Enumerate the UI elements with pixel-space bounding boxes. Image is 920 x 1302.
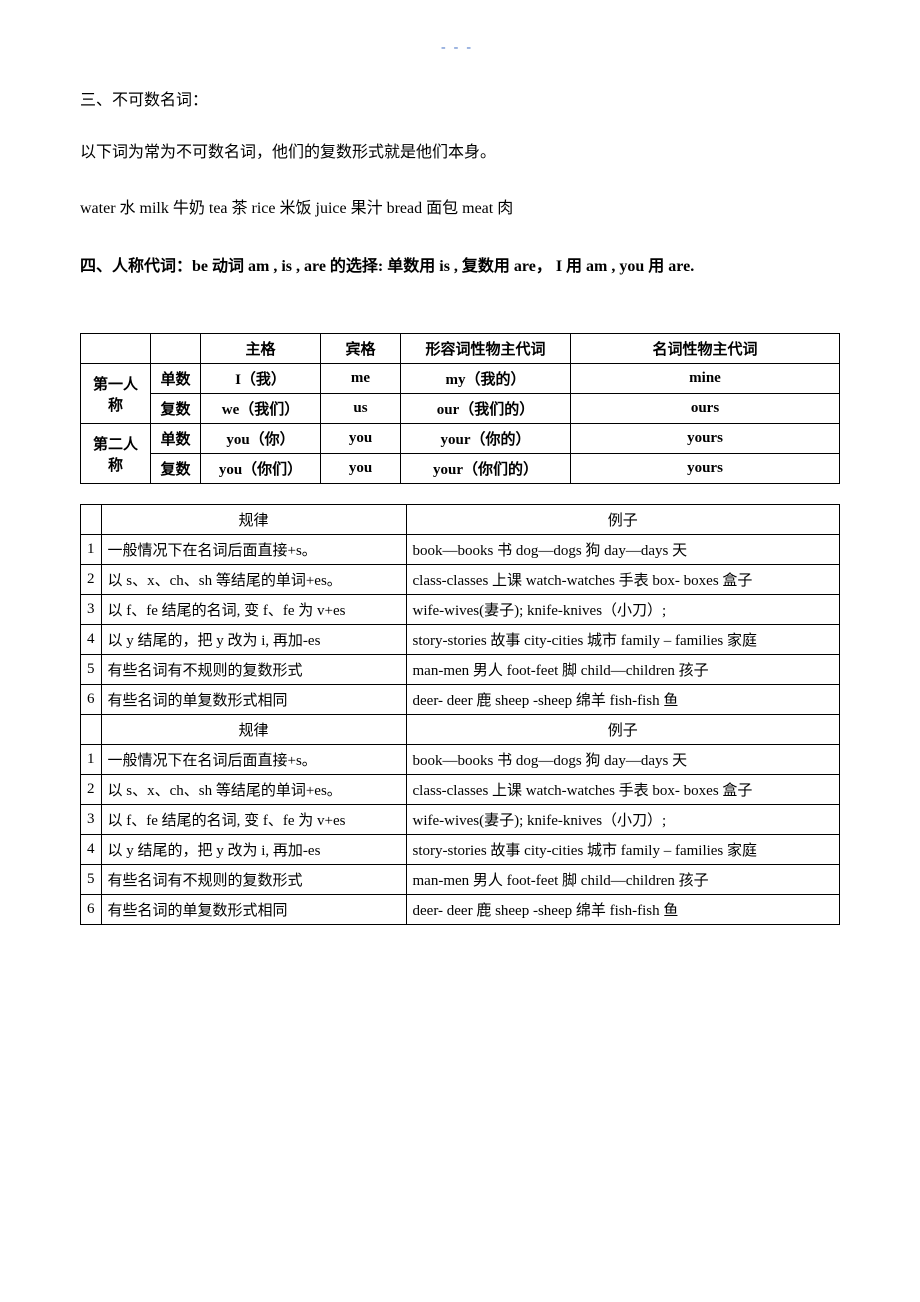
rules-n-b6: 6 — [81, 895, 102, 925]
rules-n-b4: 4 — [81, 835, 102, 865]
pronoun-object-2: you — [321, 424, 401, 454]
rules-rule-a1: 一般情况下在名词后面直接+s。 — [101, 535, 406, 565]
rules-header-example-1: 例子 — [406, 505, 840, 535]
rules-header-blank-1 — [81, 505, 102, 535]
rules-example-b2: class-classes 上课 watch-watches 手表 box- b… — [406, 775, 840, 805]
pronoun-table: 主格 宾格 形容词性物主代词 名词性物主代词 第一人称 单数 I（我） me m… — [80, 333, 840, 484]
pronoun-possadj-1: our（我们的） — [401, 394, 571, 424]
rules-rule-b3: 以 f、fe 结尾的名词, 变 f、fe 为 v+es — [101, 805, 406, 835]
pronoun-header-subject: 主格 — [201, 334, 321, 364]
rules-example-b5: man-men 男人 foot-feet 脚 child—children 孩子 — [406, 865, 840, 895]
rules-example-a6: deer- deer 鹿 sheep -sheep 绵羊 fish-fish 鱼 — [406, 685, 840, 715]
rules-rule-a5: 有些名词有不规则的复数形式 — [101, 655, 406, 685]
pronoun-header-blank1 — [81, 334, 151, 364]
rules-row-a4: 4 以 y 结尾的，把 y 改为 i, 再加-es story-stories … — [81, 625, 840, 655]
rules-example-a5: man-men 男人 foot-feet 脚 child—children 孩子 — [406, 655, 840, 685]
pronoun-subject-3: you（你们） — [201, 454, 321, 484]
pronoun-possnoun-2: yours — [571, 424, 840, 454]
pronoun-object-3: you — [321, 454, 401, 484]
pronoun-subject-2: you（你） — [201, 424, 321, 454]
pronoun-row-1: 第一人称 单数 I（我） me my（我的） mine — [81, 364, 840, 394]
pronoun-object-1: us — [321, 394, 401, 424]
rules-rule-b4: 以 y 结尾的，把 y 改为 i, 再加-es — [101, 835, 406, 865]
section-4-title: 四、人称代词：be 动词 am , is , are 的选择: 单数用 is ,… — [80, 251, 840, 283]
pronoun-row-2: 复数 we（我们） us our（我们的） ours — [81, 394, 840, 424]
rules-n-b3: 3 — [81, 805, 102, 835]
pronoun-number-3: 复数 — [151, 454, 201, 484]
pronoun-possnoun-3: yours — [571, 454, 840, 484]
pronoun-number-2: 单数 — [151, 424, 201, 454]
pronoun-row-4: 复数 you（你们） you your（你们的） yours — [81, 454, 840, 484]
pronoun-header-poss-noun: 名词性物主代词 — [571, 334, 840, 364]
rules-n-a3: 3 — [81, 595, 102, 625]
section-3-para-2: water 水 milk 牛奶 tea 茶 rice 米饭 juice 果汁 b… — [80, 196, 840, 222]
rules-row-b5: 5 有些名词有不规则的复数形式 man-men 男人 foot-feet 脚 c… — [81, 865, 840, 895]
rules-row-a5: 5 有些名词有不规则的复数形式 man-men 男人 foot-feet 脚 c… — [81, 655, 840, 685]
rules-row-b3: 3 以 f、fe 结尾的名词, 变 f、fe 为 v+es wife-wives… — [81, 805, 840, 835]
rules-example-b1: book—books 书 dog—dogs 狗 day—days 天 — [406, 745, 840, 775]
rules-n-b1: 1 — [81, 745, 102, 775]
rules-example-a2: class-classes 上课 watch-watches 手表 box- b… — [406, 565, 840, 595]
pronoun-number-0: 单数 — [151, 364, 201, 394]
rules-header-row-2: 规律 例子 — [81, 715, 840, 745]
rules-row-a3: 3 以 f、fe 结尾的名词, 变 f、fe 为 v+es wife-wives… — [81, 595, 840, 625]
section-3-para-1: 以下词为常为不可数名词，他们的复数形式就是他们本身。 — [80, 140, 840, 166]
rules-rule-b2: 以 s、x、ch、sh 等结尾的单词+es。 — [101, 775, 406, 805]
rules-example-a3: wife-wives(妻子); knife-knives（小刀）; — [406, 595, 840, 625]
rules-header-blank-2 — [81, 715, 102, 745]
rules-header-rule-2: 规律 — [101, 715, 406, 745]
pronoun-person-2: 第二人称 — [81, 424, 151, 484]
rules-rule-b6: 有些名词的单复数形式相同 — [101, 895, 406, 925]
pronoun-subject-1: we（我们） — [201, 394, 321, 424]
rules-example-b6: deer- deer 鹿 sheep -sheep 绵羊 fish-fish 鱼 — [406, 895, 840, 925]
pronoun-header-blank2 — [151, 334, 201, 364]
pronoun-possadj-2: your（你的） — [401, 424, 571, 454]
pronoun-object-0: me — [321, 364, 401, 394]
rules-row-a6: 6 有些名词的单复数形式相同 deer- deer 鹿 sheep -sheep… — [81, 685, 840, 715]
rules-row-b2: 2 以 s、x、ch、sh 等结尾的单词+es。 class-classes 上… — [81, 775, 840, 805]
page-header-marker: --- — [80, 40, 840, 56]
rules-n-a1: 1 — [81, 535, 102, 565]
rules-n-a6: 6 — [81, 685, 102, 715]
rules-row-a1: 1 一般情况下在名词后面直接+s。 book—books 书 dog—dogs … — [81, 535, 840, 565]
pronoun-possadj-3: your（你们的） — [401, 454, 571, 484]
rules-n-a2: 2 — [81, 565, 102, 595]
rules-header-example-2: 例子 — [406, 715, 840, 745]
rules-row-b4: 4 以 y 结尾的，把 y 改为 i, 再加-es story-stories … — [81, 835, 840, 865]
rules-rule-a4: 以 y 结尾的，把 y 改为 i, 再加-es — [101, 625, 406, 655]
rules-header-rule-1: 规律 — [101, 505, 406, 535]
rules-example-b4: story-stories 故事 city-cities 城市 family –… — [406, 835, 840, 865]
pronoun-person-1: 第一人称 — [81, 364, 151, 424]
rules-rule-a6: 有些名词的单复数形式相同 — [101, 685, 406, 715]
rules-rule-a2: 以 s、x、ch、sh 等结尾的单词+es。 — [101, 565, 406, 595]
pronoun-table-header-row: 主格 宾格 形容词性物主代词 名词性物主代词 — [81, 334, 840, 364]
rules-n-a4: 4 — [81, 625, 102, 655]
rules-rule-b1: 一般情况下在名词后面直接+s。 — [101, 745, 406, 775]
rules-n-b2: 2 — [81, 775, 102, 805]
rules-header-row-1: 规律 例子 — [81, 505, 840, 535]
pronoun-row-3: 第二人称 单数 you（你） you your（你的） yours — [81, 424, 840, 454]
pronoun-subject-0: I（我） — [201, 364, 321, 394]
pronoun-possnoun-1: ours — [571, 394, 840, 424]
pronoun-header-object: 宾格 — [321, 334, 401, 364]
pronoun-header-poss-adj: 形容词性物主代词 — [401, 334, 571, 364]
pronoun-possnoun-0: mine — [571, 364, 840, 394]
section-3-title: 三、不可数名词： — [80, 86, 840, 110]
rules-example-a1: book—books 书 dog—dogs 狗 day—days 天 — [406, 535, 840, 565]
pronoun-possadj-0: my（我的） — [401, 364, 571, 394]
rules-n-b5: 5 — [81, 865, 102, 895]
rules-row-b1: 1 一般情况下在名词后面直接+s。 book—books 书 dog—dogs … — [81, 745, 840, 775]
rules-rule-b5: 有些名词有不规则的复数形式 — [101, 865, 406, 895]
rules-row-a2: 2 以 s、x、ch、sh 等结尾的单词+es。 class-classes 上… — [81, 565, 840, 595]
rules-table: 规律 例子 1 一般情况下在名词后面直接+s。 book—books 书 dog… — [80, 504, 840, 925]
rules-example-a4: story-stories 故事 city-cities 城市 family –… — [406, 625, 840, 655]
rules-n-a5: 5 — [81, 655, 102, 685]
pronoun-number-1: 复数 — [151, 394, 201, 424]
rules-rule-a3: 以 f、fe 结尾的名词, 变 f、fe 为 v+es — [101, 595, 406, 625]
rules-example-b3: wife-wives(妻子); knife-knives（小刀）; — [406, 805, 840, 835]
rules-row-b6: 6 有些名词的单复数形式相同 deer- deer 鹿 sheep -sheep… — [81, 895, 840, 925]
